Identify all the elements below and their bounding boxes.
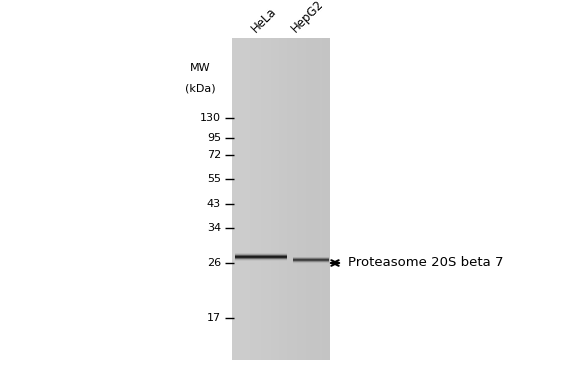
Bar xyxy=(293,38,294,360)
Bar xyxy=(248,38,250,360)
Text: MW: MW xyxy=(190,63,210,73)
Bar xyxy=(320,38,322,360)
Bar xyxy=(310,38,313,360)
Bar xyxy=(322,38,324,360)
Bar xyxy=(328,38,330,360)
Bar xyxy=(250,38,251,360)
Bar xyxy=(314,38,316,360)
Bar xyxy=(308,38,310,360)
Bar xyxy=(283,38,285,360)
Bar xyxy=(246,38,248,360)
Bar xyxy=(273,38,275,360)
Bar xyxy=(304,38,307,360)
Bar xyxy=(269,38,271,360)
Text: 95: 95 xyxy=(207,133,221,143)
Text: Proteasome 20S beta 7: Proteasome 20S beta 7 xyxy=(348,257,503,270)
Text: HeLa: HeLa xyxy=(249,5,279,35)
Bar xyxy=(264,38,265,360)
Bar xyxy=(240,38,242,360)
Bar xyxy=(316,38,318,360)
Text: 34: 34 xyxy=(207,223,221,233)
Bar xyxy=(232,38,330,360)
Bar xyxy=(300,38,303,360)
Bar xyxy=(255,38,257,360)
Bar xyxy=(289,38,291,360)
Bar xyxy=(260,38,261,360)
Text: 26: 26 xyxy=(207,258,221,268)
Bar xyxy=(234,38,236,360)
Bar xyxy=(236,38,238,360)
Text: 130: 130 xyxy=(200,113,221,123)
Bar xyxy=(271,38,273,360)
Bar xyxy=(313,38,314,360)
Text: 55: 55 xyxy=(207,174,221,184)
Bar xyxy=(303,38,304,360)
Bar xyxy=(244,38,246,360)
Bar xyxy=(324,38,326,360)
Text: 43: 43 xyxy=(207,199,221,209)
Text: 17: 17 xyxy=(207,313,221,323)
Bar xyxy=(297,38,299,360)
Bar xyxy=(307,38,308,360)
Bar xyxy=(299,38,300,360)
Bar xyxy=(251,38,254,360)
Bar xyxy=(291,38,293,360)
Bar xyxy=(238,38,240,360)
Text: (kDa): (kDa) xyxy=(184,84,215,94)
Bar xyxy=(254,38,255,360)
Text: 72: 72 xyxy=(207,150,221,160)
Bar xyxy=(242,38,244,360)
Bar xyxy=(294,38,297,360)
Bar xyxy=(265,38,267,360)
Bar xyxy=(285,38,287,360)
Bar xyxy=(287,38,289,360)
Bar xyxy=(279,38,281,360)
Bar xyxy=(326,38,328,360)
Bar xyxy=(261,38,264,360)
Bar xyxy=(257,38,260,360)
Bar xyxy=(318,38,320,360)
Bar xyxy=(267,38,269,360)
Bar xyxy=(281,38,283,360)
Text: HepG2: HepG2 xyxy=(289,0,327,35)
Bar xyxy=(277,38,279,360)
Bar xyxy=(275,38,277,360)
Bar xyxy=(232,38,234,360)
